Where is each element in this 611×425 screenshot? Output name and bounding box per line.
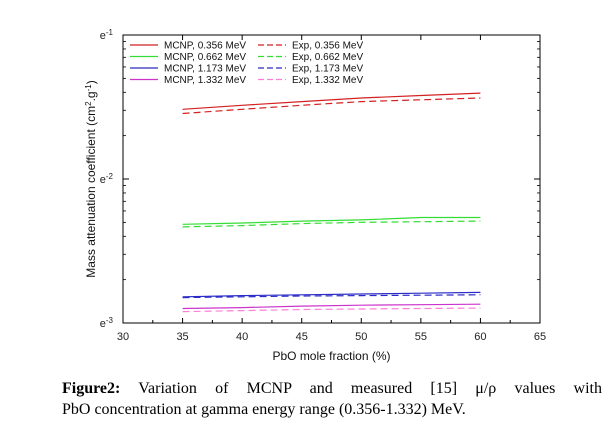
series-lines bbox=[182, 92, 481, 313]
series-line-exp-0-662-mev bbox=[182, 220, 481, 228]
x-axis-label: PbO mole fraction (%) bbox=[272, 349, 390, 363]
x-tick-label: 45 bbox=[296, 331, 308, 343]
y-label-sup2: -1 bbox=[84, 84, 93, 92]
y-label-base: Mass attenuation coefficient (cm bbox=[84, 106, 98, 278]
legend-label-mcnp-0-662-mev: MCNP, 0.662 MeV bbox=[164, 52, 246, 63]
y-label-sup1: 2 bbox=[84, 101, 93, 106]
y-label-end: ) bbox=[84, 80, 98, 84]
legend: MCNP, 0.356 MeV Exp, 0.356 MeV MCNP, 0.662… bbox=[130, 41, 363, 86]
series-line-mcnp-0-662-mev bbox=[182, 216, 481, 225]
figure-caption: Figure2: Variation of MCNP and measured … bbox=[62, 378, 602, 420]
caption-line-1: Figure2: Variation of MCNP and measured … bbox=[62, 378, 602, 399]
x-axis: 30 35 40 45 50 55 60 65 bbox=[117, 35, 546, 343]
chart: 30 35 40 45 50 55 60 65 e-3 e-2 e-1 MCNP, 0.356 M… bbox=[84, 28, 547, 364]
y-axis: e-3 e-2 e-1 bbox=[100, 28, 540, 331]
series-line-mcnp-1-332-mev bbox=[182, 303, 481, 310]
legend-label-exp-0-662-mev: Exp, 0.662 MeV bbox=[292, 52, 363, 63]
series-line-exp-1-173-mev bbox=[182, 294, 481, 299]
series-line-exp-0-356-mev bbox=[182, 97, 481, 115]
legend-label-mcnp-1-332-mev: MCNP, 1.332 MeV bbox=[164, 75, 246, 86]
legend-label-exp-1-173-mev: Exp, 1.173 MeV bbox=[292, 64, 363, 75]
legend-label-mcnp-1-173-mev: MCNP, 1.173 MeV bbox=[164, 64, 246, 75]
x-tick-label: 60 bbox=[474, 331, 486, 343]
x-tick-label: 35 bbox=[176, 331, 188, 343]
legend-label-exp-0-356-mev: Exp, 0.356 MeV bbox=[292, 41, 363, 52]
y-tick-label: e-1 bbox=[100, 28, 114, 43]
series-line-exp-1-332-mev bbox=[182, 307, 481, 313]
x-tick-label: 30 bbox=[117, 331, 129, 343]
y-axis-label: Mass attenuation coefficient (cm2.g-1) bbox=[84, 80, 99, 277]
y-tick-label: e-3 bbox=[100, 316, 114, 331]
legend-label-mcnp-0-356-mev: MCNP, 0.356 MeV bbox=[164, 41, 246, 52]
y-label-mid: .g bbox=[84, 91, 98, 101]
caption-figure-label: Figure2: bbox=[62, 380, 121, 397]
x-tick-label: 65 bbox=[534, 331, 546, 343]
series-line-mcnp-1-173-mev bbox=[182, 291, 481, 298]
x-tick-label: 50 bbox=[355, 331, 367, 343]
y-tick-label: e-2 bbox=[100, 172, 114, 187]
x-tick-label: 40 bbox=[236, 331, 248, 343]
legend-label-exp-1-332-mev: Exp, 1.332 MeV bbox=[292, 75, 363, 86]
series-line-mcnp-0-356-mev bbox=[182, 92, 481, 110]
caption-text-2: PbO concentration at gamma energy range … bbox=[62, 401, 466, 418]
x-tick-label: 55 bbox=[415, 331, 427, 343]
caption-text-1: Variation of MCNP and measured [15] μ/ρ … bbox=[120, 380, 602, 397]
